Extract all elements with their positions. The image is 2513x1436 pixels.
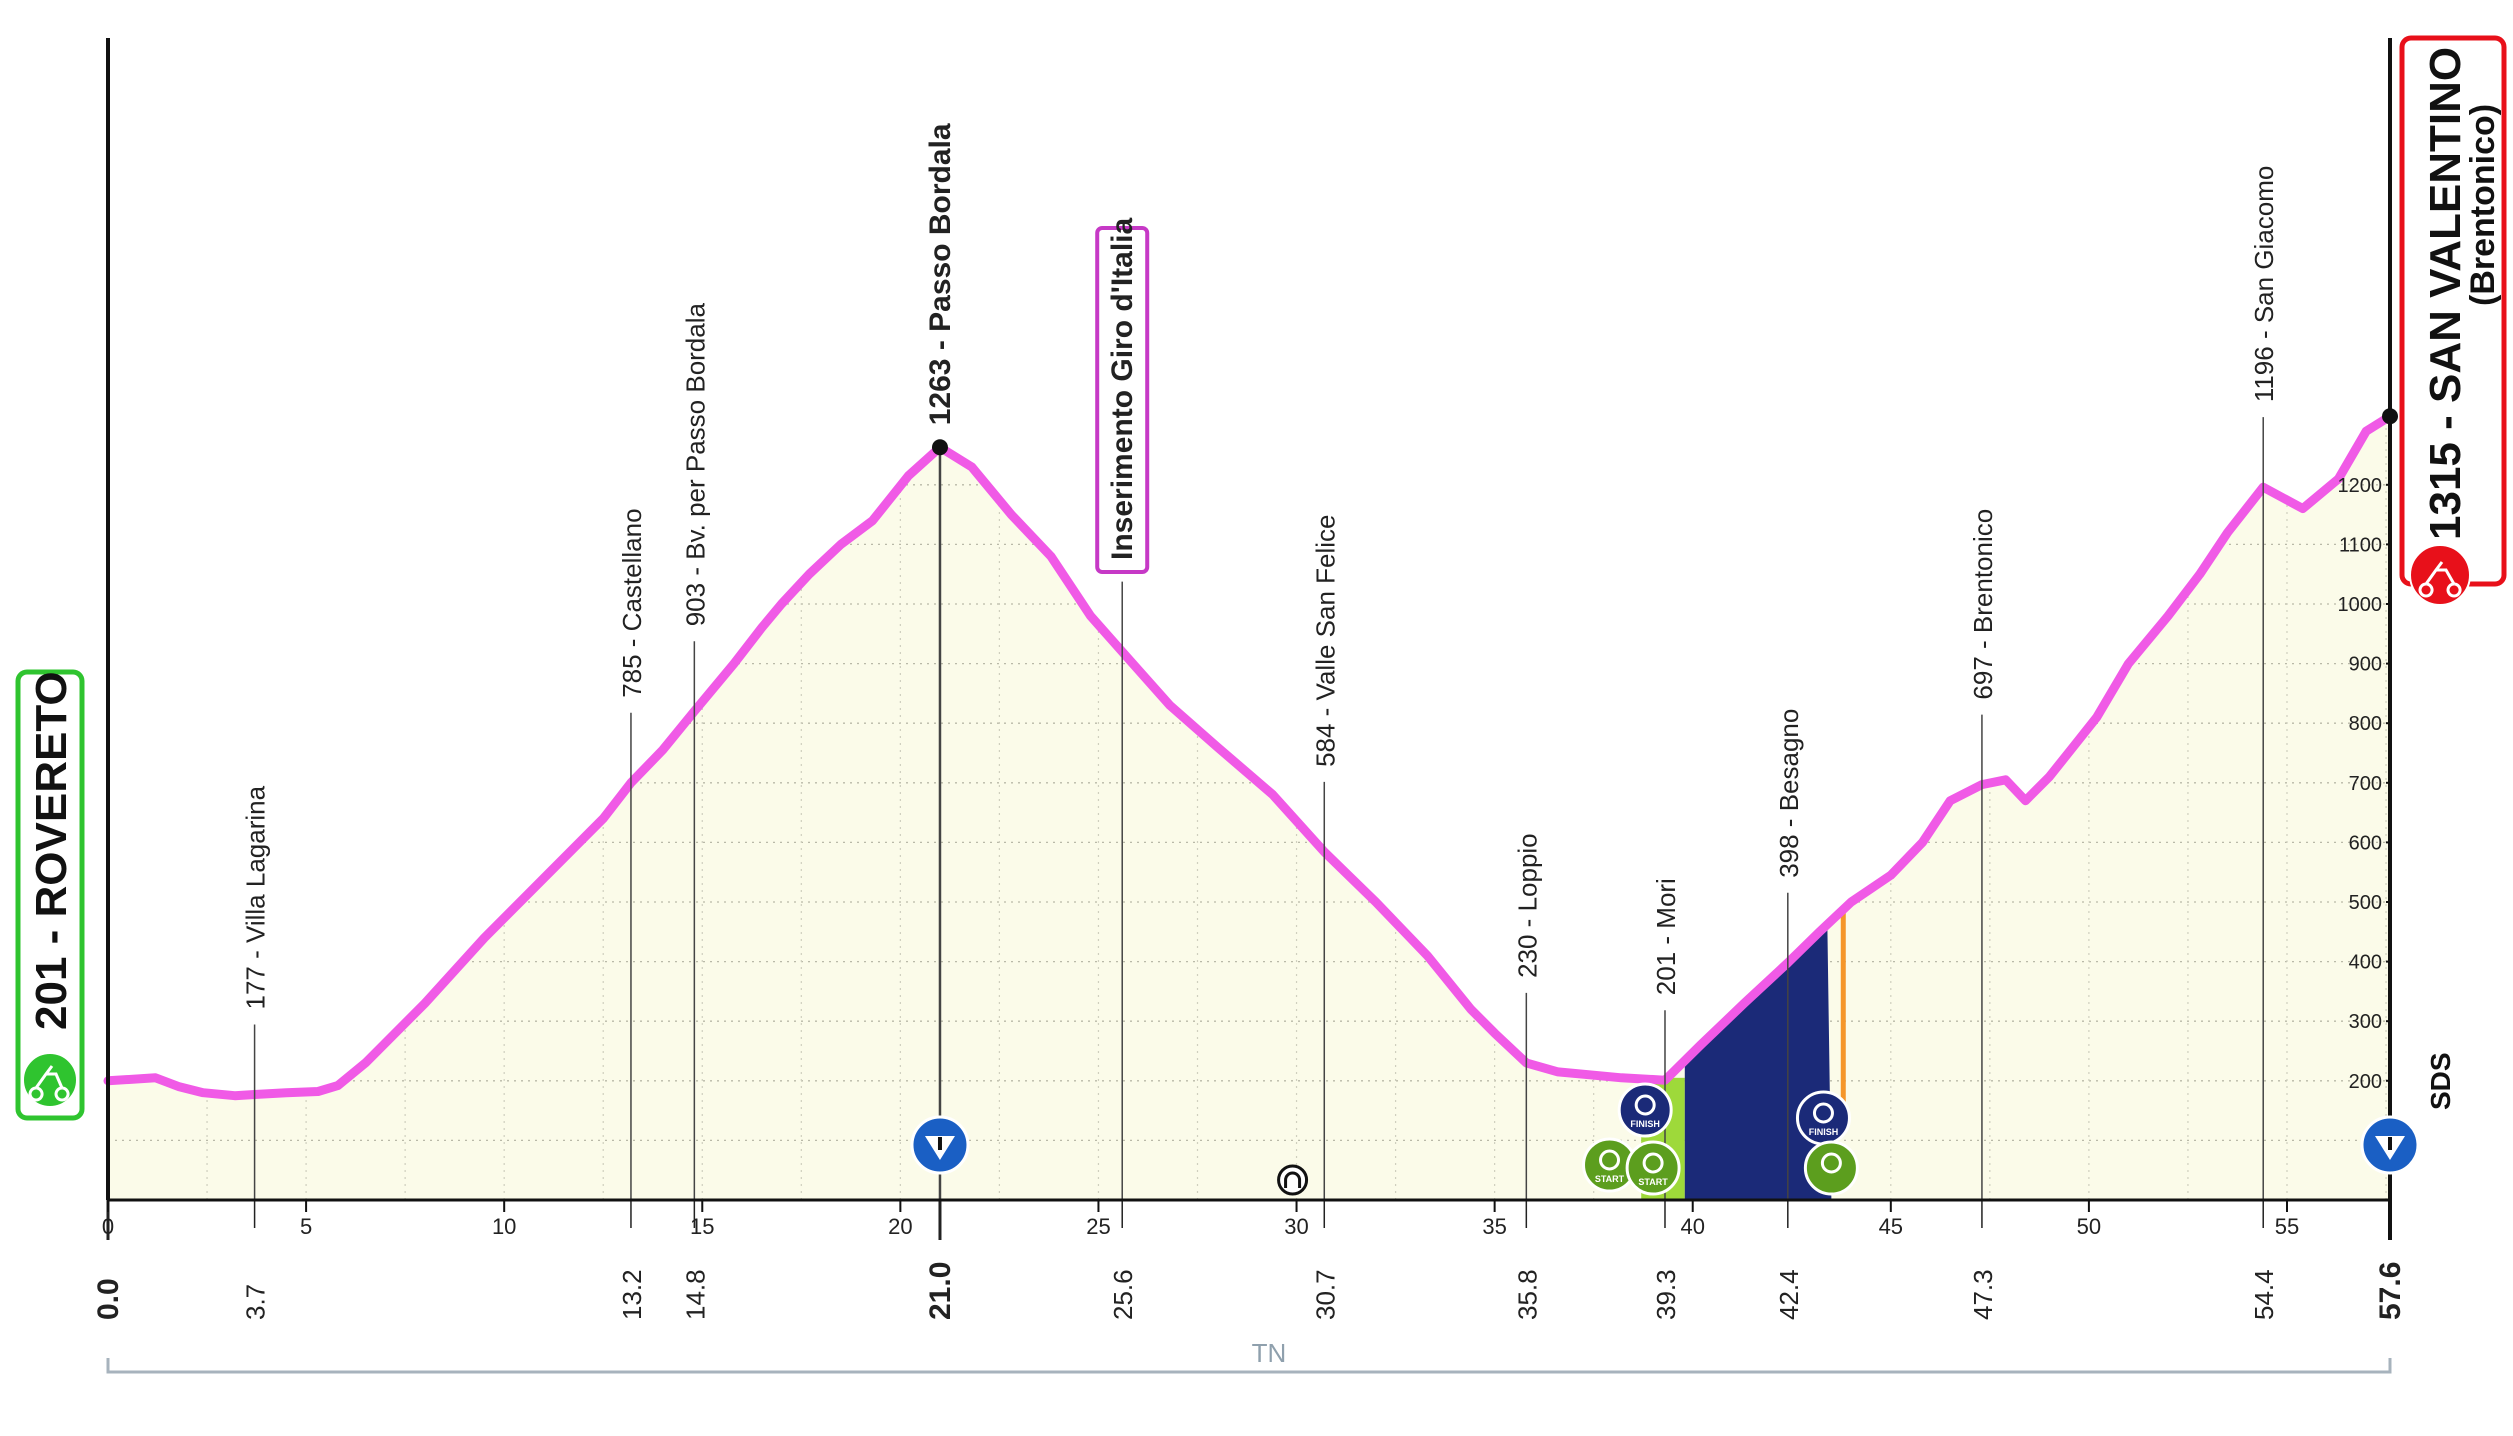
- km-label: 42.4: [1774, 1269, 1804, 1320]
- x-tick-label: 15: [690, 1214, 714, 1239]
- y-tick-label: 200: [2349, 1071, 2382, 1093]
- segment-navy: [1684, 928, 1832, 1200]
- start-bike-glyph: [28, 1065, 70, 1102]
- waypoint-label: 177 - Villa Lagarina: [241, 785, 271, 1009]
- finish-label: 1315 - SAN VALENTINO: [2421, 47, 2470, 540]
- gpm-bar-glyph: [937, 1137, 942, 1150]
- waypoint-label: 697 - Brentonico: [1968, 509, 1998, 700]
- boxed-label-frame: [1095, 226, 1150, 574]
- waypoint-label: 230 - Loppio: [1512, 833, 1542, 978]
- km-label: 35.8: [1512, 1269, 1542, 1320]
- profile-area: [108, 416, 2390, 1200]
- finish-timing-icon-text: FINISH: [1630, 1119, 1660, 1129]
- finish-timing-icon-glyph: [1634, 1094, 1656, 1116]
- x-tick-label: 50: [2077, 1214, 2101, 1239]
- y-tick-label: 400: [2349, 952, 2382, 974]
- y-tick-label: 1200: [2338, 475, 2383, 497]
- start-box: [15, 669, 85, 1121]
- km-label: 13.2: [617, 1269, 647, 1320]
- finish-bike-glyph: [2418, 561, 2462, 598]
- y-tick-label: 600: [2349, 832, 2382, 854]
- y-tick-label: 700: [2349, 773, 2382, 795]
- tunnel-icon: [1277, 1164, 1309, 1196]
- gpm-bar-glyph: [2388, 1137, 2392, 1150]
- x-tick-label: 40: [1680, 1214, 1704, 1239]
- summit-dot: [931, 439, 948, 456]
- region-bracket: [106, 1358, 2392, 1374]
- y-tick-label: 500: [2349, 892, 2382, 914]
- km-label: 47.3: [1968, 1269, 1998, 1320]
- finish-timing-icon: [1617, 1082, 1673, 1138]
- waypoint-label: 903 - Bv. per Passo Bordala: [680, 302, 710, 626]
- profile-line-layer: [103, 411, 2395, 1101]
- tunnel-glyph: [1284, 1171, 1302, 1188]
- km-label: 54.4: [2249, 1269, 2279, 1320]
- timing-icon-3-glyph: [1820, 1152, 1842, 1174]
- x-tick-label: 20: [888, 1214, 912, 1239]
- start-timing-icon-2-glyph: [1642, 1152, 1664, 1174]
- km-label: 30.7: [1310, 1269, 1340, 1320]
- marker-layer: 201 - ROVERETO 1315 - SAN VALENTINO(Brent…: [15, 35, 2507, 1196]
- x-tick-label: 25: [1086, 1214, 1110, 1239]
- km-label: 14.8: [680, 1269, 710, 1320]
- x-tick-label: 0: [102, 1214, 114, 1239]
- km-label: 57.6: [2374, 1262, 2407, 1320]
- waypoint-label: 1196 - San Giacomo: [2249, 166, 2279, 403]
- x-tick-label: 10: [492, 1214, 516, 1239]
- finish-timing-icon-2-glyph: [1812, 1102, 1834, 1124]
- start-timing-icon-glyph: [1599, 1149, 1621, 1171]
- x-tick-label: 35: [1482, 1214, 1506, 1239]
- timing-icon-3: [1803, 1140, 1859, 1196]
- waypoint-label: 398 - Besagno: [1774, 709, 1804, 878]
- start-bike-icon: [22, 1052, 78, 1108]
- km-label: 39.3: [1651, 1269, 1681, 1320]
- start-timing-icon-2: [1625, 1140, 1681, 1196]
- y-tick-label: 1100: [2339, 534, 2382, 556]
- start-timing-icon-text: START: [1595, 1174, 1625, 1184]
- x-tick-label: 30: [1284, 1214, 1308, 1239]
- waypoint-label: 785 - Castellano: [617, 508, 647, 697]
- y-tick-label: 300: [2349, 1011, 2382, 1033]
- axis-layer: 0.0 3.7 13.2 14.8 21.0 25.6 30.7 35.8 39.3 42.4 47…: [92, 38, 2456, 1374]
- x-tick-label: 45: [1879, 1214, 1903, 1239]
- finish-dot: [2382, 408, 2398, 425]
- finish-sub-label: (Brentonico): [2464, 104, 2502, 306]
- y-tick-label: 900: [2349, 654, 2382, 676]
- finish-timing-icon-2-text: FINISH: [1809, 1127, 1839, 1137]
- y-tick-label: 1000: [2338, 594, 2383, 616]
- waypoint-label: 201 - Mori: [1651, 878, 1681, 995]
- waypoint-label: 1263 - Passo Bordala: [924, 123, 957, 425]
- waypoint-label: 584 - Valle San Felice: [1310, 514, 1340, 766]
- km-label: 21.0: [924, 1262, 957, 1320]
- side-brand: SDS: [2425, 1052, 2456, 1110]
- profile-area-layer: [108, 416, 2390, 1200]
- km-label: 3.7: [241, 1284, 271, 1320]
- start-timing-icon-2-text: START: [1638, 1177, 1668, 1187]
- start-label: 201 - ROVERETO: [27, 671, 76, 1030]
- finish-bike-icon: [2409, 544, 2471, 606]
- x-tick-label: 5: [300, 1214, 312, 1239]
- waypoint-layer: 177 - Villa Lagarina 785 - Castellano 903 …: [241, 123, 2279, 1200]
- waypoint-label: Inserimento Giro d'Italia: [1106, 217, 1139, 560]
- profile-line: [103, 411, 2395, 1101]
- x-tick-label: 55: [2275, 1214, 2299, 1239]
- region-label: TN: [1252, 1338, 1287, 1368]
- y-tick-label: 800: [2349, 713, 2382, 735]
- km-label: 25.6: [1108, 1269, 1138, 1320]
- km-label: 0.0: [92, 1278, 125, 1320]
